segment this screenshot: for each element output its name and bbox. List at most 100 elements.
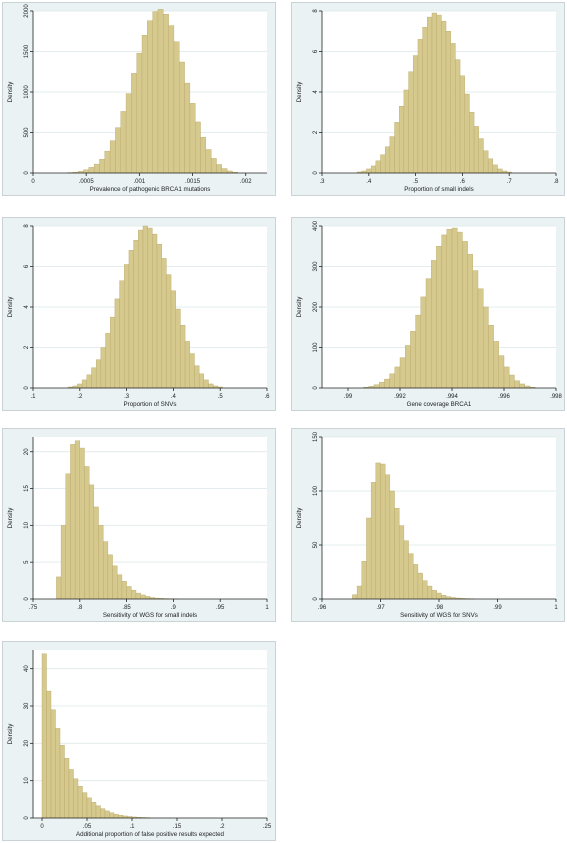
histogram-bar — [366, 168, 372, 174]
histogram-bar — [93, 506, 99, 600]
x-axis-title: Prevalence of pathogenic BRCA1 mutations — [90, 186, 211, 193]
histogram-bar — [378, 382, 385, 389]
histogram-bar — [86, 797, 92, 819]
histogram-bar — [483, 150, 489, 174]
histogram-bar — [170, 290, 176, 389]
y-tick-label: 0 — [313, 597, 319, 601]
y-tick-label: 15 — [24, 485, 30, 492]
histogram-chart-5: 0 5 10 15 20 .75 .8 .85 .9 .95 1 Sensitivity of WGS… — [7, 437, 269, 619]
x-tick-label: 1 — [554, 605, 558, 611]
x-tick-label: .4 — [171, 394, 177, 400]
histogram-bar — [184, 341, 190, 389]
histogram-bar — [91, 802, 97, 819]
y-tick-label: 0 — [24, 597, 30, 601]
y-axis-title: Density — [7, 296, 14, 318]
x-tick-label: .3 — [124, 394, 130, 400]
x-axis-title: Gene coverage BRCA1 — [407, 401, 472, 408]
histogram-bar — [50, 709, 56, 819]
x-tick-label: .6 — [460, 179, 466, 185]
histogram-bar — [380, 154, 386, 174]
histogram-panel-7: 0 10 20 30 40 0 .05 .1 .15 .2 .25 Additional propor… — [2, 641, 276, 841]
histogram-bar — [173, 41, 180, 174]
histogram-bar — [441, 595, 447, 600]
histogram-bar — [126, 586, 132, 600]
histogram-bar — [436, 246, 442, 389]
y-tick-label: 100 — [313, 485, 319, 496]
histogram-bar — [112, 565, 118, 600]
y-tick-label: 4 — [24, 305, 30, 309]
histogram-bar — [84, 466, 90, 600]
histogram-bar — [141, 35, 148, 174]
histogram-bar — [352, 594, 358, 600]
histogram-bar — [60, 525, 66, 600]
x-tick-label: .4 — [366, 179, 372, 185]
histogram-bar — [394, 122, 400, 174]
x-tick-label: .99 — [493, 605, 502, 611]
histogram-bar — [404, 345, 411, 389]
y-axis-title: Density — [296, 507, 303, 529]
x-tick-label: .998 — [550, 394, 562, 400]
histogram-bar — [417, 572, 423, 600]
histogram-bar — [104, 150, 111, 174]
histogram-bar — [77, 383, 83, 389]
y-tick-label: 0 — [313, 171, 319, 175]
histogram-bar — [467, 254, 474, 389]
histogram-bar — [384, 146, 391, 174]
histogram-bar — [455, 59, 461, 174]
histogram-bar — [445, 31, 451, 174]
histogram-bar — [399, 357, 406, 389]
histogram-bar — [210, 158, 217, 174]
histogram-bar — [120, 111, 127, 174]
histogram-bar — [503, 366, 510, 389]
y-tick-label: 20 — [24, 448, 30, 455]
y-tick-label: 30 — [24, 702, 30, 709]
histogram-bar — [114, 298, 120, 389]
y-tick-label: 6 — [24, 264, 30, 268]
x-tick-label: .3 — [319, 179, 325, 185]
x-tick-label: .9 — [171, 605, 177, 611]
x-tick-label: .0005 — [79, 179, 95, 185]
histogram-bar — [125, 93, 132, 174]
histogram-bar — [117, 574, 123, 600]
y-tick-label: 10 — [24, 777, 30, 784]
histogram-bar — [128, 250, 134, 389]
histogram-bar — [384, 474, 391, 600]
histogram-bar — [41, 653, 47, 819]
histogram-bar — [482, 306, 489, 389]
histogram-bar — [514, 380, 520, 389]
y-tick-label: 100 — [313, 342, 319, 353]
histogram-bar — [88, 484, 95, 600]
histogram-bar — [98, 525, 104, 600]
x-tick-label: .5 — [413, 179, 419, 185]
histogram-bar — [415, 314, 421, 389]
histogram-bar — [110, 316, 116, 389]
histogram-bar — [95, 359, 102, 389]
x-tick-label: .98 — [435, 605, 444, 611]
histogram-bar — [109, 812, 115, 819]
histogram-bar — [99, 159, 105, 174]
histogram-bar — [366, 517, 372, 600]
histogram-bar — [46, 690, 52, 819]
histogram-bar — [394, 366, 401, 389]
x-tick-label: .996 — [498, 394, 510, 400]
histogram-bar — [119, 280, 125, 389]
histogram-bar — [375, 160, 381, 174]
x-tick-label: .96 — [318, 605, 327, 611]
x-tick-label: .2 — [77, 394, 83, 400]
histogram-bar — [427, 585, 433, 600]
histogram-bar — [497, 168, 503, 174]
histogram-bar — [408, 553, 414, 600]
histogram-bar — [487, 158, 494, 174]
y-tick-label: 0 — [24, 816, 30, 820]
x-tick-label: .992 — [394, 394, 406, 400]
histogram-chart-3: 0 2 4 6 8 .1 .2 .3 .4 .5 .6 Proportion of SNVs Densi… — [7, 224, 270, 408]
histogram-bar — [115, 127, 121, 174]
histogram-bar — [118, 814, 124, 819]
histogram-bar — [399, 105, 405, 174]
histogram-bar — [493, 341, 500, 389]
histogram-bar — [82, 792, 88, 819]
histogram-bar — [413, 564, 419, 600]
histogram-chart-6: 0 50 100 150 .96 .97 .98 .99 1 Sensitivity of WGS… — [296, 431, 558, 619]
histogram-bar — [370, 165, 377, 174]
histogram-bar — [420, 296, 427, 389]
